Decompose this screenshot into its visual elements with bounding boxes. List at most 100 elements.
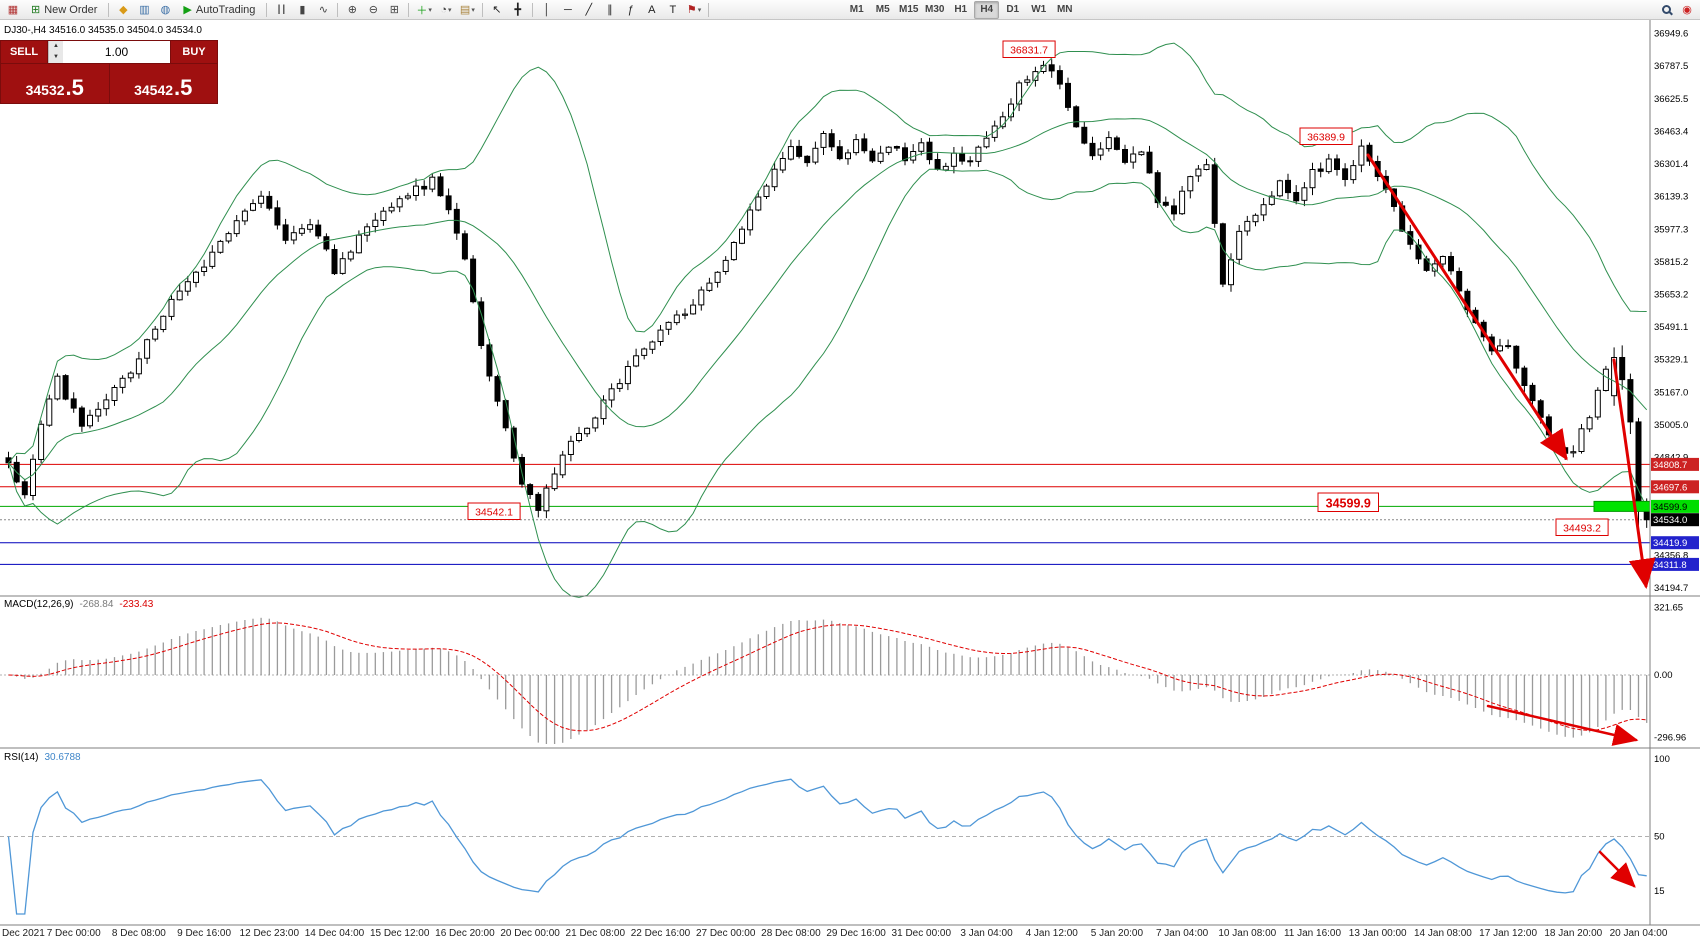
indicators-icon[interactable]: ＋ ▾: [413, 1, 435, 19]
candlestick-chart-icon[interactable]: ▮: [292, 1, 312, 19]
indicators-icon-glyph: ＋: [416, 4, 428, 17]
tile-windows-icon[interactable]: ⊞: [384, 1, 404, 19]
arrows-tool-icon-glyph: ⚑: [686, 4, 697, 16]
macd-signal-value: -233.43: [119, 599, 154, 610]
horizontal-line-icon[interactable]: ─: [558, 1, 578, 19]
sell-price-fraction: .5: [65, 75, 84, 100]
arrows-tool-icon-caret: ▾: [697, 6, 702, 14]
svg-text:34493.2: 34493.2: [1563, 523, 1601, 535]
svg-text:14 Dec 04:00: 14 Dec 04:00: [305, 928, 365, 939]
buy-button[interactable]: BUY: [182, 46, 206, 58]
templates-icon-glyph: ▤: [459, 4, 471, 16]
label-icon[interactable]: T: [663, 1, 683, 19]
svg-text:3 Jan 04:00: 3 Jan 04:00: [960, 928, 1013, 939]
mql-editor-icon[interactable]: ◆: [113, 1, 133, 19]
timeframe-h4[interactable]: H4: [974, 0, 1000, 19]
svg-text:21 Dec 08:00: 21 Dec 08:00: [566, 928, 626, 939]
toolbar-separator: [408, 2, 410, 17]
svg-text:321.65: 321.65: [1654, 602, 1683, 613]
crosshair-icon[interactable]: ╋: [508, 1, 528, 19]
rsi-value: 30.6788: [44, 752, 81, 763]
label-icon-glyph: T: [669, 3, 677, 16]
terminal-icon[interactable]: ▥: [134, 1, 154, 19]
volume-field[interactable]: ▲ ▼ 1.00: [47, 41, 171, 63]
trend-arrow-1[interactable]: [1366, 153, 1568, 461]
volume-value[interactable]: 1.00: [104, 45, 129, 59]
macd-signal-line: [8, 622, 1647, 732]
svg-text:34534.0: 34534.0: [1653, 515, 1687, 526]
svg-text:35005.0: 35005.0: [1654, 420, 1688, 431]
trend-arrow-2[interactable]: [1612, 358, 1656, 589]
sell-price-button[interactable]: 34532 .5: [1, 64, 110, 103]
autotrading-button-glyph: ▶: [183, 4, 192, 16]
price-annotation-34493.2[interactable]: 34493.2: [1555, 518, 1609, 536]
svg-text:14 Jan 08:00: 14 Jan 08:00: [1414, 928, 1472, 939]
timeframe-mn[interactable]: MN: [1056, 4, 1073, 15]
svg-text:5 Jan 20:00: 5 Jan 20:00: [1091, 928, 1144, 939]
bar-chart-icon-glyph: ┃┃: [276, 5, 287, 14]
text-icon[interactable]: A: [642, 1, 662, 19]
autotrading-button[interactable]: ▶ AutoTrading: [176, 1, 262, 19]
mql-editor-icon-glyph: ◆: [119, 4, 128, 16]
svg-text:29 Dec 16:00: 29 Dec 16:00: [826, 928, 886, 939]
support-zone-highlight[interactable]: [1593, 500, 1651, 512]
price-annotation-36831.7[interactable]: 36831.7: [1002, 40, 1056, 58]
new-order-button[interactable]: ⊞ New Order: [24, 1, 104, 19]
svg-text:20 Jan 04:00: 20 Jan 04:00: [1610, 928, 1668, 939]
horizontal-lines[interactable]: [0, 463, 1650, 565]
horizontal-line-icon-glyph: ─: [563, 3, 572, 16]
svg-text:36949.6: 36949.6: [1654, 29, 1688, 40]
price-annotation-34542.1[interactable]: 34542.1: [467, 502, 521, 520]
svg-text:Dec 2021: Dec 2021: [2, 928, 45, 939]
vertical-line-icon-glyph: │: [543, 3, 551, 16]
volume-stepper[interactable]: ▲ ▼: [48, 41, 63, 63]
buy-price-button[interactable]: 34542 .5: [110, 64, 218, 103]
toolbar-separator: [708, 2, 710, 17]
line-chart-icon[interactable]: ∿: [313, 1, 333, 19]
zoom-out-icon[interactable]: ⊖: [363, 1, 383, 19]
zoom-in-icon[interactable]: ⊕: [342, 1, 362, 19]
svg-text:34697.6: 34697.6: [1653, 482, 1687, 493]
trend-arrows[interactable]: [1366, 153, 1656, 888]
timeframe-h1[interactable]: H1: [954, 4, 968, 15]
timeframe-m1[interactable]: M1: [849, 4, 864, 15]
magnifier-glyph: [1661, 5, 1671, 14]
svg-text:10 Jan 08:00: 10 Jan 08:00: [1218, 928, 1276, 939]
vertical-line-icon[interactable]: │: [537, 1, 557, 19]
price-marker-34419.9: 34419.9: [1651, 536, 1699, 550]
svg-text:36787.5: 36787.5: [1654, 61, 1688, 72]
navigator-icon[interactable]: ◍: [155, 1, 175, 19]
candlestick-chart-icon-glyph: ▮: [299, 4, 306, 16]
timeframe-w1[interactable]: W1: [1031, 4, 1047, 15]
alerts-icon[interactable]: ◉: [1677, 1, 1697, 19]
toolbar-separator: [266, 2, 268, 17]
price-marker-34534.0: 34534.0: [1651, 513, 1699, 527]
fibonacci-icon[interactable]: ƒ: [621, 1, 641, 19]
alerts-icon-glyph: ◉: [1682, 4, 1692, 16]
cursor-icon[interactable]: ↖: [487, 1, 507, 19]
timeframe-m30[interactable]: M30: [925, 4, 945, 15]
crosshair-icon-glyph: ╋: [514, 4, 522, 16]
svg-text:35815.2: 35815.2: [1654, 257, 1688, 268]
trend-arrow-4[interactable]: [1598, 850, 1636, 888]
svg-text:28 Dec 08:00: 28 Dec 08:00: [761, 928, 821, 939]
price-annotation-36389.9[interactable]: 36389.9: [1299, 127, 1353, 145]
svg-text:31 Dec 00:00: 31 Dec 00:00: [892, 928, 952, 939]
channel-icon[interactable]: ∥: [600, 1, 620, 19]
timeframe-d1[interactable]: D1: [1006, 4, 1020, 15]
price-annotation-34599.9[interactable]: 34599.9: [1317, 492, 1379, 512]
templates-icon[interactable]: ▤ ▾: [457, 1, 478, 19]
sell-button[interactable]: SELL: [9, 46, 39, 58]
search-icon[interactable]: [1656, 1, 1676, 19]
chart-window-icon[interactable]: ▦: [3, 1, 23, 19]
arrows-tool-icon[interactable]: ⚑ ▾: [684, 1, 704, 19]
timeframe-m15[interactable]: M15: [899, 4, 919, 15]
trendline-icon[interactable]: ╱: [579, 1, 599, 19]
periods-icon[interactable]: ◔ ▾: [436, 1, 456, 19]
bar-chart-icon[interactable]: ┃┃: [271, 1, 291, 19]
svg-text:36301.4: 36301.4: [1654, 159, 1688, 170]
timeframe-m5[interactable]: M5: [875, 4, 890, 15]
svg-text:20 Dec 00:00: 20 Dec 00:00: [500, 928, 560, 939]
trend-arrow-3[interactable]: [1486, 704, 1639, 746]
